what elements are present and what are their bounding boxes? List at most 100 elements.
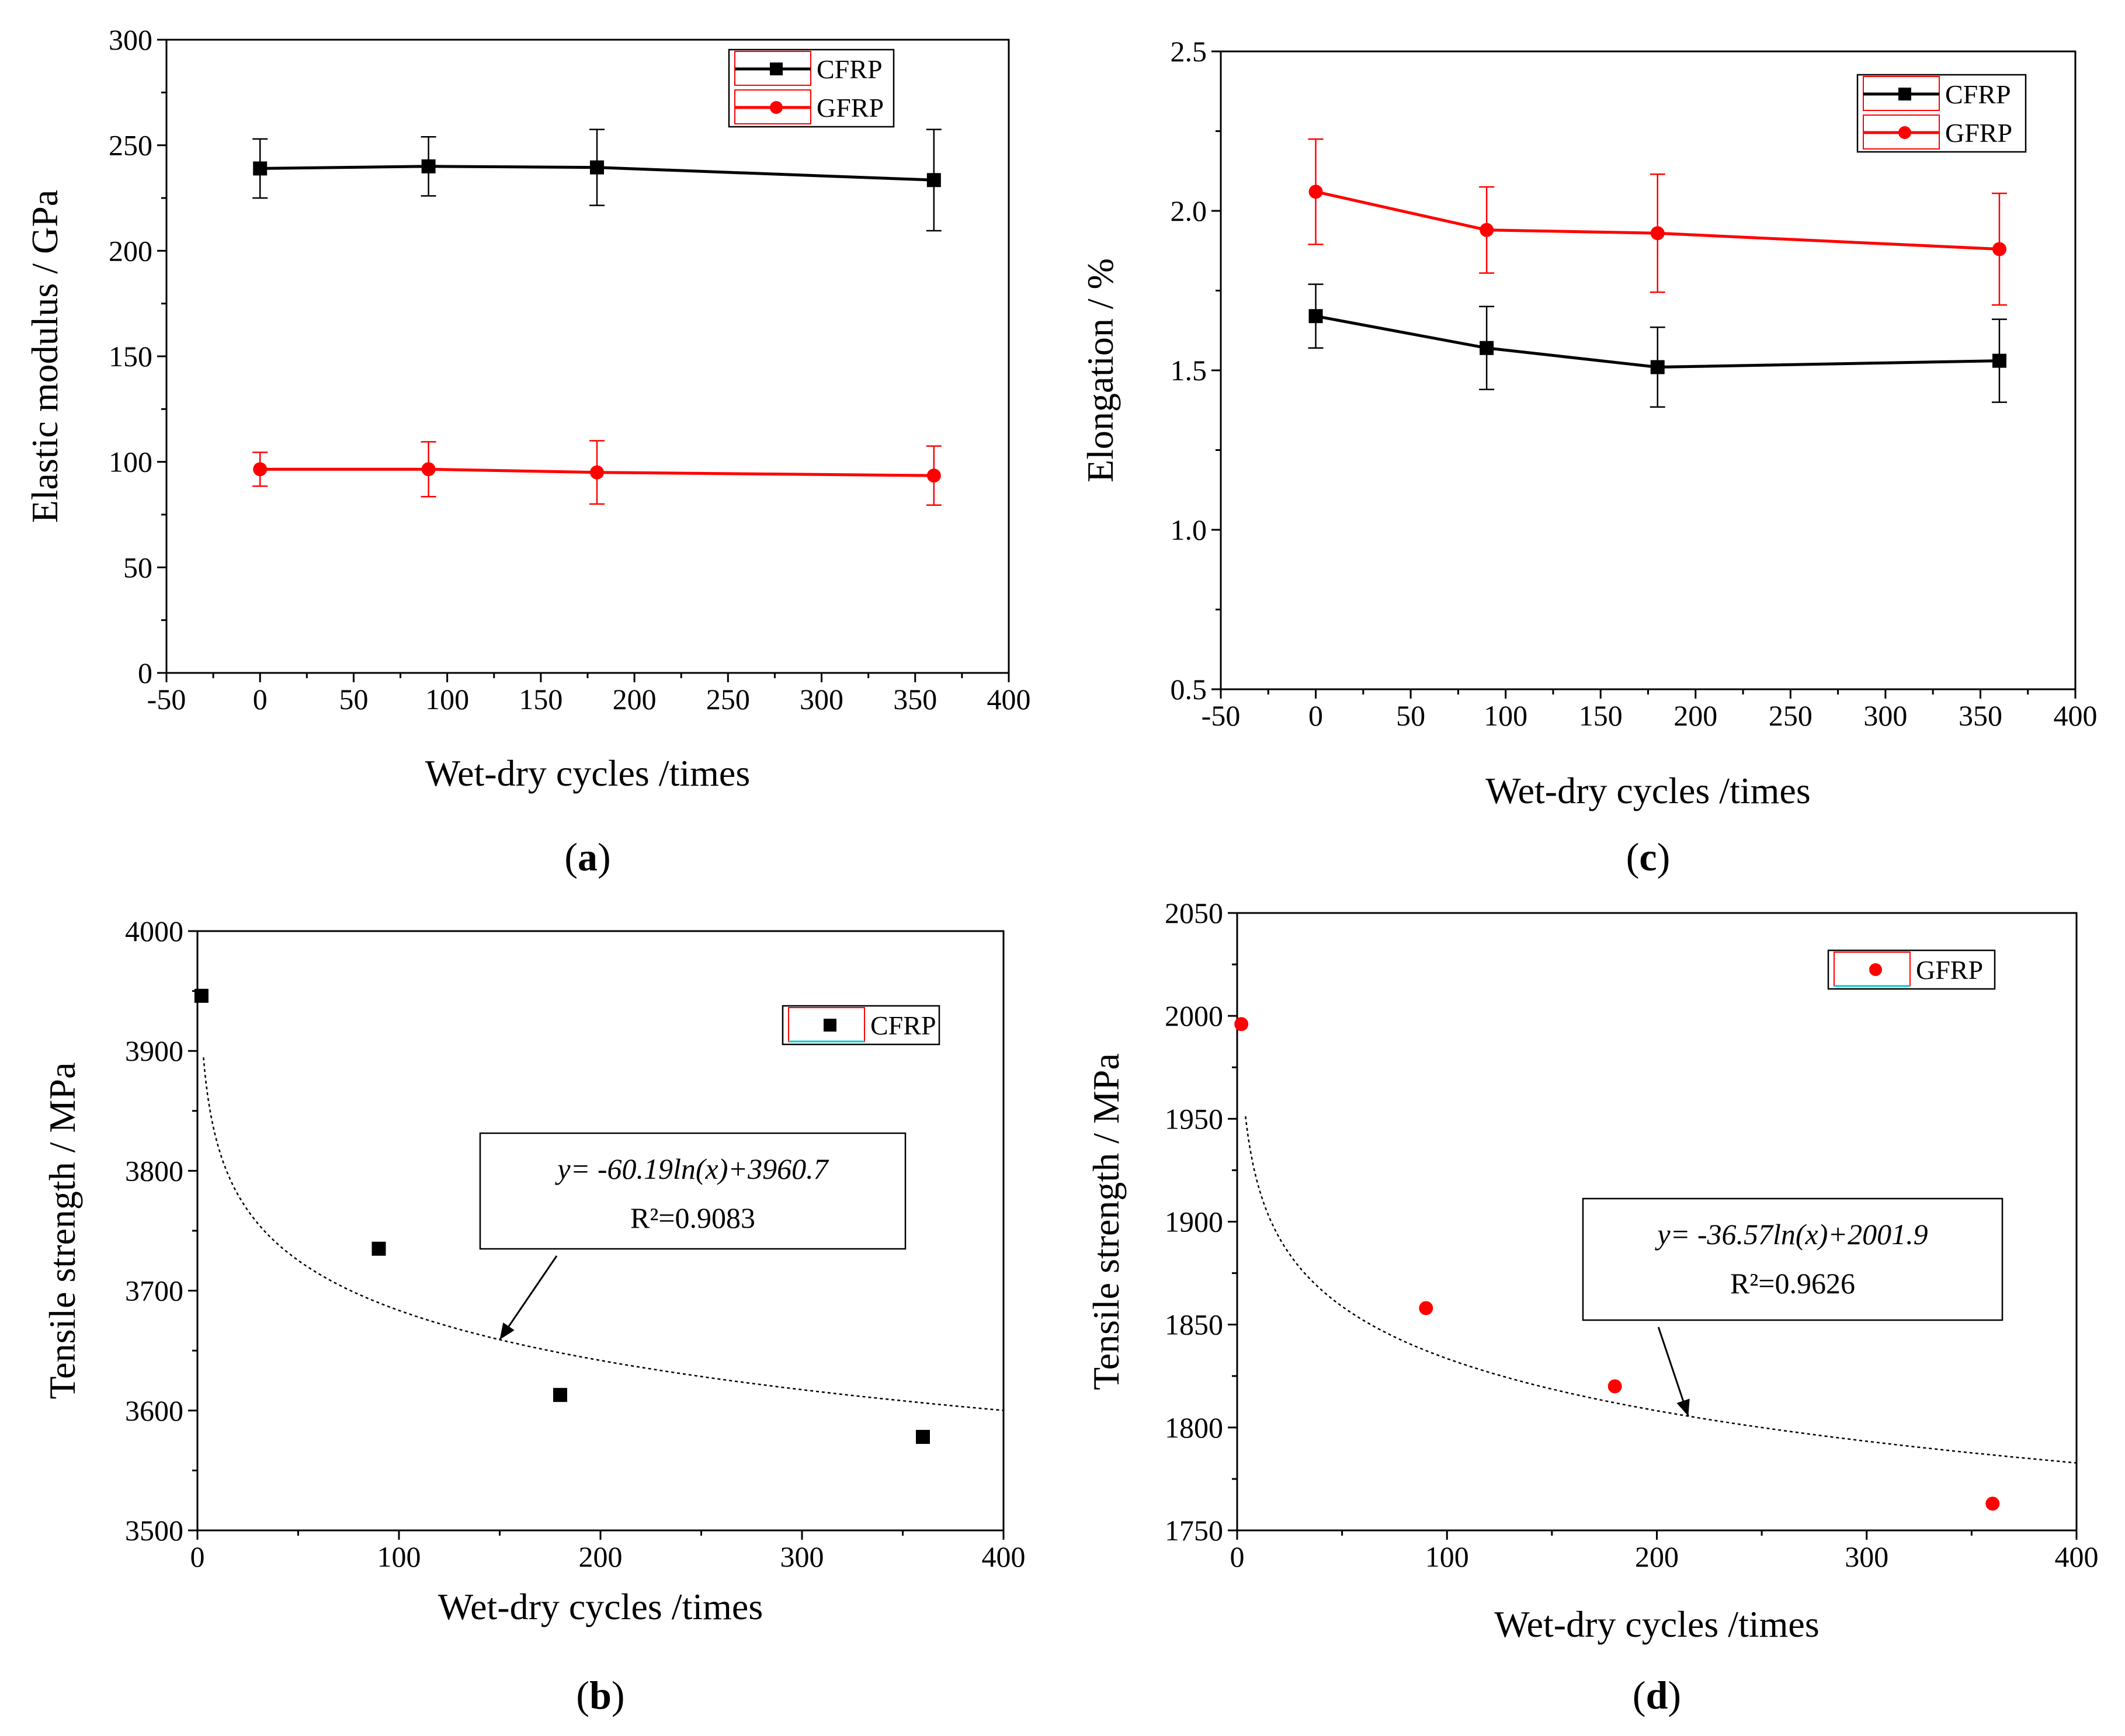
- legend: CFRP GFRP: [1856, 74, 2027, 153]
- fit-curve: [203, 1057, 1004, 1411]
- x-tick-label: -50: [147, 683, 186, 716]
- fit-r-squared: R²=0.9626: [1730, 1267, 1855, 1300]
- x-tick-label: 0: [253, 683, 268, 716]
- x-tick-label: 250: [1769, 699, 1812, 732]
- caption-letter: b: [589, 1673, 612, 1717]
- data-point: [421, 462, 436, 477]
- data-point: [421, 159, 436, 173]
- y-tick-label: 2.5: [1171, 35, 1207, 68]
- caption-letter: a: [578, 835, 598, 879]
- legend-marker: [1898, 88, 1911, 100]
- panel-caption: (b): [576, 1673, 624, 1717]
- caption-paren-open: (: [564, 835, 578, 879]
- y-tick-label: 0.5: [1171, 673, 1207, 706]
- x-tick-label: 350: [893, 683, 937, 716]
- data-point: [1308, 185, 1323, 199]
- y-tick-label: 300: [109, 23, 152, 56]
- x-tick-label: 250: [706, 683, 750, 716]
- series-line: [1315, 190, 2000, 251]
- y-tick-label: 2050: [1165, 897, 1223, 929]
- y-tick-label: 150: [109, 340, 152, 373]
- y-axis-title: Elongation / %: [1079, 258, 1121, 482]
- annotation-box: [479, 1132, 907, 1250]
- legend-marker: [1898, 126, 1911, 139]
- panel-caption: (d): [1633, 1673, 1681, 1717]
- data-point: [194, 988, 209, 1003]
- x-tick-label: 400: [987, 683, 1031, 716]
- legend-label: CFRP: [1945, 79, 2011, 109]
- legend-box: [782, 1005, 940, 1046]
- x-tick-label: 50: [1396, 699, 1425, 732]
- fit-curve: [1245, 1116, 2077, 1464]
- legend-label: CFRP: [817, 54, 883, 84]
- y-tick-label: 3800: [125, 1154, 183, 1187]
- data-point: [1308, 309, 1323, 324]
- data-point: [1419, 1301, 1433, 1315]
- caption-paren-close: ): [598, 835, 611, 879]
- legend: CFRP: [782, 1005, 940, 1046]
- x-tick-label: 350: [1959, 699, 2002, 732]
- data-point: [1985, 1497, 2000, 1511]
- x-tick-label: 400: [982, 1540, 1026, 1573]
- data-point: [1607, 1379, 1622, 1394]
- x-tick-label: 150: [1579, 699, 1623, 732]
- x-tick-label: 300: [780, 1540, 824, 1573]
- series-cfrp: [1308, 283, 2007, 408]
- annotation-arrow-line: [499, 1255, 558, 1341]
- legend-marker: [770, 63, 783, 75]
- caption-paren-open: (: [1633, 1673, 1646, 1717]
- x-axis-title: Wet-dry cycles /times: [1485, 770, 1810, 811]
- y-axis-title: Tensile strength / MPa: [1085, 1053, 1127, 1390]
- y-tick-label: 1900: [1165, 1206, 1223, 1238]
- x-tick-label: 100: [377, 1540, 421, 1573]
- caption-paren-open: (: [576, 1673, 589, 1717]
- y-tick-label: 1750: [1165, 1514, 1223, 1547]
- series-line: [1315, 314, 2000, 369]
- fit-equation: y= -60.19ln(x)+3960.7: [554, 1152, 829, 1185]
- legend-box: [1856, 74, 2027, 153]
- x-tick-label: 300: [1863, 699, 1907, 732]
- y-tick-label: 100: [109, 446, 152, 478]
- x-tick-label: 0: [1308, 699, 1323, 732]
- legend-marker: [824, 1019, 836, 1032]
- series-line: [260, 165, 934, 182]
- y-tick-label: 250: [109, 129, 152, 162]
- x-tick-label: 400: [2054, 699, 2098, 732]
- y-tick-label: 1.5: [1171, 354, 1207, 387]
- x-tick-label: 200: [579, 1540, 623, 1573]
- x-tick-label: 50: [339, 683, 368, 716]
- legend: GFRP: [1827, 949, 1996, 990]
- x-tick-label: 300: [1845, 1540, 1888, 1573]
- data-point: [1992, 353, 2006, 368]
- x-tick-label: 100: [1484, 699, 1527, 732]
- x-axis-title: Wet-dry cycles /times: [1494, 1603, 1819, 1645]
- data-point: [590, 160, 605, 175]
- data-point: [926, 173, 941, 188]
- y-tick-label: 1950: [1165, 1102, 1223, 1135]
- panel-c: -50 0 50 100 150 200 250 300 350 400 0.5 1.0 1.5 2.0 2…: [1079, 35, 2098, 879]
- y-tick-label: 3500: [125, 1514, 183, 1547]
- y-tick-label: 2000: [1165, 999, 1223, 1032]
- legend: CFRP GFRP: [728, 48, 895, 128]
- data-point: [1234, 1017, 1249, 1032]
- y-tick-label: 4000: [125, 915, 183, 947]
- x-tick-label: 200: [1673, 699, 1717, 732]
- x-tick-label: 100: [425, 683, 469, 716]
- data-point: [590, 465, 605, 480]
- data-point: [1480, 223, 1494, 237]
- y-tick-label: 0: [138, 657, 152, 689]
- caption-paren-close: ): [612, 1673, 625, 1717]
- data-point: [371, 1241, 386, 1256]
- series-gfrp: [1234, 1017, 2000, 1511]
- legend-marker: [770, 101, 783, 114]
- caption-paren-close: ): [1668, 1673, 1681, 1717]
- x-axis-title: Wet-dry cycles /times: [438, 1586, 763, 1627]
- y-tick-label: 200: [109, 234, 152, 267]
- data-point: [916, 1429, 930, 1444]
- x-tick-label: 200: [1635, 1540, 1679, 1573]
- x-tick-label: 0: [190, 1540, 205, 1573]
- legend-box: [1827, 949, 1996, 990]
- annotation-arrow-head: [1676, 1398, 1690, 1416]
- caption-letter: c: [1639, 835, 1657, 879]
